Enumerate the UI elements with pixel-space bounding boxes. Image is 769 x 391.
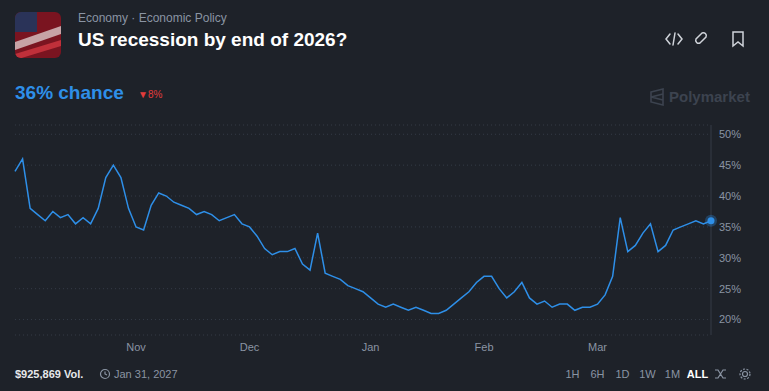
html-text:6H: 6H <box>590 368 605 380</box>
html-text:1W: 1W <box>639 368 656 380</box>
svg-text:25%: 25% <box>719 283 741 295</box>
svg-text:Dec: Dec <box>240 341 260 353</box>
svg-text:35%: 35% <box>719 221 741 233</box>
html-text:Jan 31, 2027: Jan 31, 2027 <box>114 368 178 380</box>
html-text:ALL: ALL <box>686 368 709 380</box>
html-text:36% chance: 36% chance <box>15 82 124 103</box>
html-text:$925,869 Vol.: $925,869 Vol. <box>15 368 84 380</box>
svg-text:30%: 30% <box>719 252 741 264</box>
html-text:Economy · Economic Policy: Economy · Economic Policy <box>78 11 227 25</box>
svg-text:Nov: Nov <box>126 341 146 353</box>
html-text:1M: 1M <box>664 368 681 380</box>
svg-text:40%: 40% <box>719 190 741 202</box>
svg-text:Jan: Jan <box>362 341 380 353</box>
svg-text:50%: 50% <box>719 128 741 140</box>
html-text:1H: 1H <box>565 368 580 380</box>
html-text:▼8%: ▼8% <box>138 89 163 100</box>
html-text:1D: 1D <box>615 368 630 380</box>
svg-text:45%: 45% <box>719 159 741 171</box>
svg-text:Feb: Feb <box>475 341 494 353</box>
html-text:Polymarket: Polymarket <box>669 88 750 105</box>
svg-text:Mar: Mar <box>588 341 607 353</box>
html-text:US recession by end of 2026?: US recession by end of 2026? <box>78 29 348 50</box>
svg-text:20%: 20% <box>719 313 741 325</box>
